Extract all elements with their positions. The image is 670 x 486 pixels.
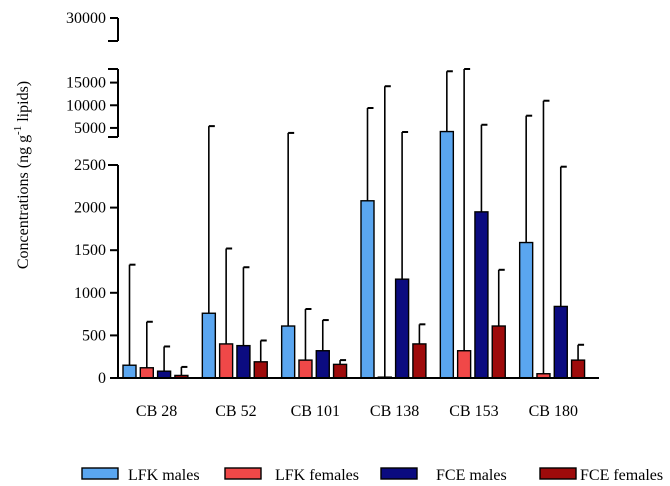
y-tick-label: 2500	[74, 157, 106, 174]
x-tick-label: CB 153	[449, 403, 498, 420]
y-tick-label: 10000	[66, 97, 106, 114]
y-tick-label: 0	[98, 370, 106, 387]
bar	[298, 359, 313, 379]
y-tick-label: 1000	[74, 285, 106, 302]
bar	[122, 364, 137, 379]
bar	[518, 241, 534, 379]
y-axis-label: Concentrations (ng g-1 lipids)	[12, 81, 32, 269]
bar	[156, 370, 172, 379]
bar	[360, 200, 375, 379]
legend: LFK males LFK females FCE males FCE females	[81, 467, 663, 484]
bar	[315, 350, 330, 379]
bar	[280, 325, 296, 379]
x-tick-label: CB 52	[215, 403, 256, 420]
bar	[218, 343, 234, 379]
bar	[456, 350, 472, 379]
legend-swatch	[81, 467, 119, 480]
y-tick-label: 500	[82, 327, 106, 344]
bar	[332, 363, 348, 379]
legend-swatch	[224, 467, 262, 480]
bar	[139, 367, 155, 379]
legend-label: LFK males	[128, 467, 200, 484]
y-tick-label: 30000	[66, 10, 106, 27]
bar	[570, 359, 586, 379]
y-axis: 0 500 1000 1500 2000 2500 5000 10000 15000 30000	[66, 10, 119, 387]
bar	[253, 361, 268, 379]
bar	[236, 344, 251, 379]
legend-swatch	[539, 467, 577, 480]
legend-label: LFK females	[275, 467, 359, 484]
legend-label: FCE females	[580, 467, 663, 484]
bar	[412, 343, 427, 379]
x-tick-label: CB 138	[370, 403, 419, 420]
x-tick-label: CB 101	[291, 403, 340, 420]
x-axis: CB 28 CB 52 CB 101 CB 138 CB 153 CB 180	[113, 377, 599, 420]
y-tick-label: 1500	[74, 242, 106, 259]
y-tick-label: 15000	[66, 75, 106, 92]
x-tick-label: CB 28	[136, 403, 177, 420]
y-tick-label: 5000	[74, 120, 106, 137]
bar	[553, 305, 568, 379]
x-tick-label: CB 180	[529, 403, 578, 420]
bars	[122, 68, 586, 379]
bar	[474, 211, 489, 379]
bar	[491, 325, 506, 379]
legend-swatch	[380, 467, 418, 480]
bar	[439, 130, 455, 379]
bar	[394, 278, 410, 379]
y-tick-label: 2000	[74, 200, 106, 217]
bar	[201, 312, 217, 379]
legend-label: FCE males	[436, 467, 507, 484]
